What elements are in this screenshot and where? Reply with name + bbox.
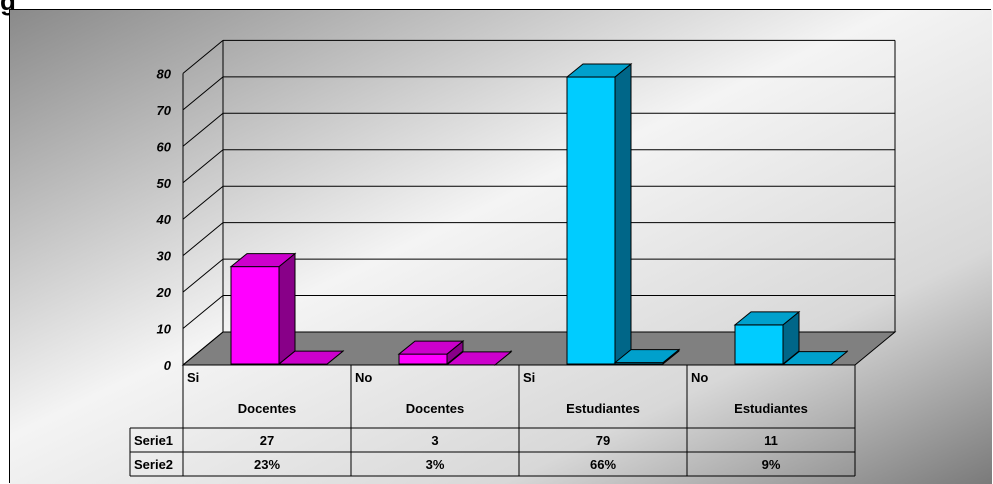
bar-serie2-0 [277,349,345,366]
y-tick-label: 50 [157,176,172,191]
bar-serie1-0-side [278,252,296,366]
series-name: Serie1 [134,433,173,448]
data-cell-value: 3 [431,433,438,448]
y-tick-label: 30 [157,249,172,264]
bar-serie1-0 [229,252,297,366]
chart-frame: 0 10 20 30 40 50 60 70 80 Si Docentes No Docentes Si… [9,9,992,484]
plot-area: 0 10 20 30 40 50 60 70 80 [156,39,897,373]
gridline-side [182,185,224,220]
data-cell-value: 9% [762,457,781,472]
data-cell-value: 23% [254,457,280,472]
data-cell-value: 79 [596,433,610,448]
category-label-line2: Docentes [406,401,465,416]
chart-background [10,10,992,484]
gridline-side [182,40,224,74]
bar-serie1-3 [733,310,801,366]
gridline-side [182,76,224,111]
y-tick-label: 70 [157,103,172,118]
category-label-line1: No [355,370,372,385]
category-label-line2: Docentes [238,401,297,416]
bar-serie2-0-top [277,350,345,365]
series-name: Serie2 [134,457,173,472]
bar-serie1-3-front [734,324,784,365]
gridline-side [182,331,224,366]
bar-serie2-1-top [445,351,513,366]
data-cell-value: 27 [260,433,274,448]
bar-serie1-0-front [230,266,280,365]
data-cell-value: 66% [590,457,616,472]
gridline-side [182,112,224,147]
category-label-line1: No [691,370,708,385]
bar-serie2-1 [445,349,513,366]
gridline-side [182,295,224,329]
gridline-side [182,149,224,184]
category-label-line1: Si [187,370,199,385]
bar-serie2-3-top [781,351,849,366]
y-tick-label: 40 [156,212,172,227]
y-tick-label: 0 [164,358,172,373]
category-label-line1: Si [523,370,535,385]
bar-serie2-3 [781,349,849,366]
data-cell-value: 11 [764,433,778,448]
bar-serie1-2-front [566,76,616,365]
data-table: Si Docentes No Docentes Si Estudiantes No Estud… [129,365,856,477]
gridline-side [182,258,224,293]
data-cell-value: 3% [426,457,445,472]
bar-serie1-2-side [614,62,632,366]
bar-serie1-1-front [398,353,448,365]
bar-serie2-2 [613,348,681,366]
bar-serie1-2-top [565,63,633,78]
category-label-line2: Estudiantes [734,401,808,416]
bar-serie1-0-top [229,253,297,268]
bar-serie1-1 [397,340,465,366]
category-label-line2: Estudiantes [566,401,640,416]
y-tick-label: 20 [156,285,172,300]
bar-serie1-1-top [397,340,465,355]
gridline-side [182,222,224,257]
y-tick-label: 80 [157,66,172,81]
bar-serie2-2-top [613,349,681,364]
y-tick-label: 10 [157,322,172,337]
y-tick-label: 60 [157,139,172,154]
bar-serie1-2 [565,62,633,366]
bar-serie1-3-top [733,311,801,326]
